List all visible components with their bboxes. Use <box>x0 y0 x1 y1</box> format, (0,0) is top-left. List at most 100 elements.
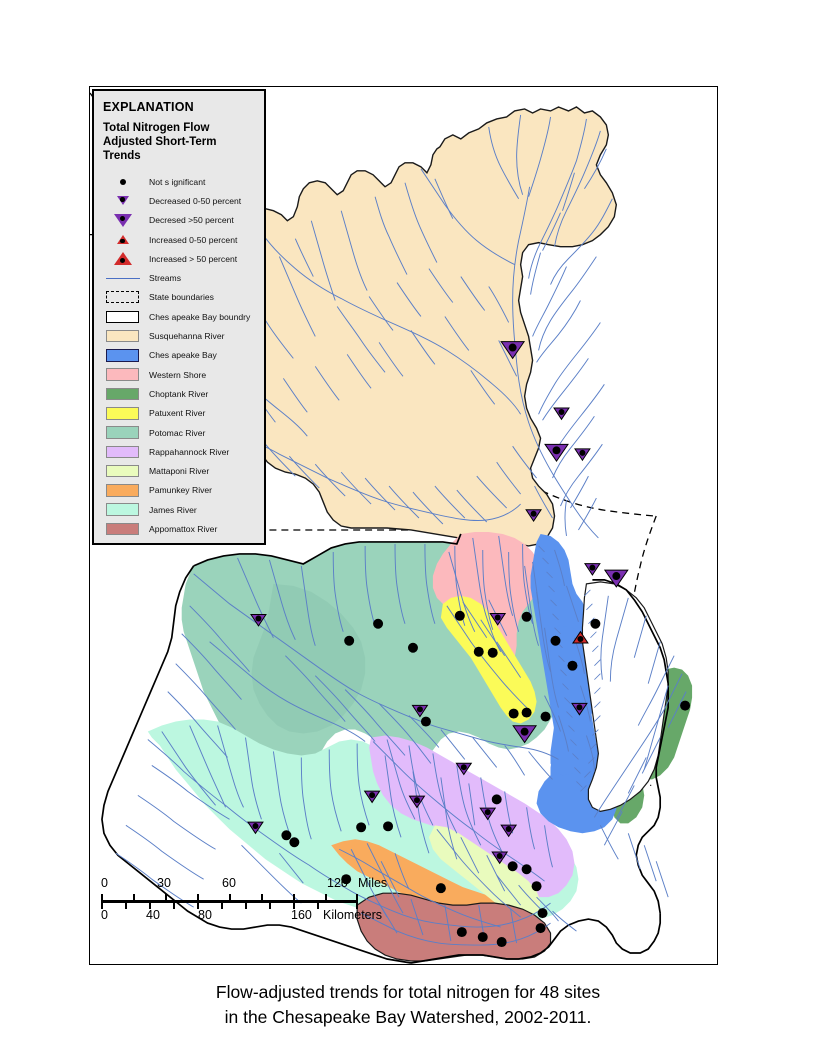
site-marker[interactable] <box>508 708 519 719</box>
site-marker[interactable] <box>247 821 264 835</box>
site-marker[interactable] <box>525 509 542 523</box>
black-circle-icon[interactable] <box>281 830 292 841</box>
site-marker[interactable] <box>574 448 591 462</box>
scale-tick-down <box>125 902 127 909</box>
map-canvas[interactable] <box>90 87 717 964</box>
site-marker[interactable] <box>521 611 532 622</box>
site-marker[interactable] <box>477 932 488 943</box>
site-marker[interactable] <box>491 794 502 805</box>
black-circle-icon[interactable] <box>341 874 352 885</box>
black-circle-icon[interactable] <box>537 908 548 919</box>
site-marker[interactable] <box>489 613 507 626</box>
legend-line-group: Streams State boundaries Ches apeake Bay b… <box>94 269 264 327</box>
site-marker[interactable] <box>487 647 498 658</box>
black-circle-icon[interactable] <box>496 937 507 948</box>
black-circle-icon[interactable] <box>407 642 418 653</box>
site-markers-layer[interactable] <box>247 341 691 948</box>
site-marker[interactable] <box>553 407 570 421</box>
black-circle-icon[interactable] <box>521 864 532 875</box>
map-frame[interactable] <box>89 86 718 965</box>
scale-tick-down <box>149 902 151 909</box>
black-circle-icon[interactable] <box>531 881 542 892</box>
black-circle-icon[interactable] <box>435 883 446 894</box>
legend-row-rappahannock-river: Rappahannock River <box>94 442 264 461</box>
site-marker[interactable] <box>571 702 588 716</box>
legend-swatch-potomac-river <box>103 426 142 439</box>
legend-swatch-western-shore <box>103 368 142 381</box>
site-center-dot-icon <box>508 343 517 352</box>
black-circle-icon[interactable] <box>477 932 488 943</box>
site-marker[interactable] <box>456 927 467 938</box>
legend-row-decresed-50-percent: Decresed >50 percent <box>94 211 264 230</box>
site-marker[interactable] <box>455 762 473 776</box>
site-marker[interactable] <box>383 821 394 832</box>
site-marker[interactable] <box>420 716 431 727</box>
site-marker[interactable] <box>521 707 532 718</box>
site-marker[interactable] <box>496 937 507 948</box>
site-marker[interactable] <box>363 790 381 804</box>
site-marker[interactable] <box>567 660 578 671</box>
site-marker[interactable] <box>407 642 418 653</box>
site-marker[interactable] <box>250 614 267 627</box>
legend-row-pamunkey-river: Pamunkey River <box>94 481 264 500</box>
site-marker[interactable] <box>583 563 601 576</box>
site-marker[interactable] <box>550 635 561 646</box>
black-circle-icon[interactable] <box>491 794 502 805</box>
black-circle-icon[interactable] <box>508 708 519 719</box>
site-marker[interactable] <box>289 837 300 848</box>
site-marker[interactable] <box>435 883 446 894</box>
black-circle-icon[interactable] <box>344 635 355 646</box>
site-marker[interactable] <box>408 795 426 809</box>
site-marker[interactable] <box>603 569 629 588</box>
basin-western-shore <box>432 531 541 670</box>
site-marker[interactable] <box>531 881 542 892</box>
black-circle-icon[interactable] <box>487 647 498 658</box>
site-marker[interactable] <box>537 908 548 919</box>
site-marker[interactable] <box>512 725 538 744</box>
legend-swatch-james-river <box>103 503 142 516</box>
site-marker[interactable] <box>473 646 484 657</box>
site-marker[interactable] <box>491 851 509 865</box>
black-circle-icon[interactable] <box>590 618 601 629</box>
site-marker[interactable] <box>373 618 384 629</box>
site-marker[interactable] <box>535 923 546 934</box>
site-marker[interactable] <box>507 861 518 872</box>
black-circle-icon[interactable] <box>473 646 484 657</box>
black-circle-icon[interactable] <box>420 716 431 727</box>
black-circle-icon[interactable] <box>680 700 691 711</box>
black-circle-icon[interactable] <box>356 822 367 833</box>
site-marker[interactable] <box>356 822 367 833</box>
legend-symbol-group: Not s ignificant Decreased 0-50 percent De… <box>94 172 264 268</box>
scale-tick-down <box>269 902 271 909</box>
black-circle-icon[interactable] <box>383 821 394 832</box>
black-circle-icon[interactable] <box>507 861 518 872</box>
black-circle-icon[interactable] <box>540 711 551 722</box>
site-marker[interactable] <box>544 443 569 463</box>
site-marker[interactable] <box>281 830 292 841</box>
black-circle-icon[interactable] <box>535 923 546 934</box>
black-circle-icon[interactable] <box>521 611 532 622</box>
scale-labels-miles: 0 30 60 120 Miles <box>101 876 401 893</box>
site-marker[interactable] <box>500 824 518 838</box>
black-circle-icon[interactable] <box>567 660 578 671</box>
black-circle-icon[interactable] <box>521 707 532 718</box>
black-circle-icon[interactable] <box>456 927 467 938</box>
site-marker[interactable] <box>572 630 589 644</box>
legend-fill-group: Susquehanna River Ches apeake Bay Western … <box>94 326 264 538</box>
site-marker[interactable] <box>411 704 429 718</box>
site-marker[interactable] <box>454 610 465 621</box>
black-circle-icon[interactable] <box>289 837 300 848</box>
site-marker[interactable] <box>680 700 691 711</box>
site-marker[interactable] <box>590 618 601 629</box>
black-circle-icon[interactable] <box>454 610 465 621</box>
site-marker[interactable] <box>341 874 352 885</box>
caption-line-2: in the Chesapeake Bay Watershed, 2002-20… <box>224 1006 592 1027</box>
site-marker[interactable] <box>344 635 355 646</box>
site-marker[interactable] <box>540 711 551 722</box>
black-circle-icon[interactable] <box>550 635 561 646</box>
scale-tick-up <box>229 894 231 901</box>
site-marker[interactable] <box>500 341 526 360</box>
black-circle-icon[interactable] <box>373 618 384 629</box>
site-marker[interactable] <box>521 864 532 875</box>
site-marker[interactable] <box>479 807 497 821</box>
